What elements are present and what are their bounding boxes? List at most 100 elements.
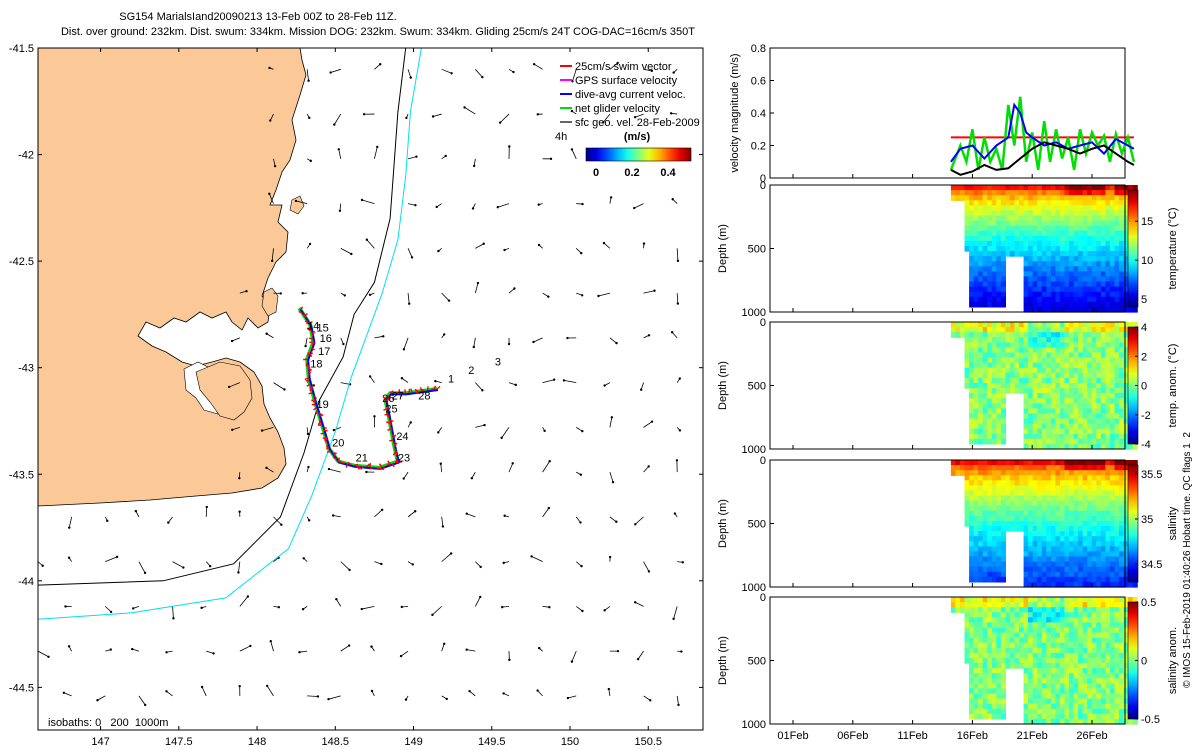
section-cell — [1100, 658, 1106, 664]
section-cell — [1059, 413, 1065, 420]
section-cell — [1082, 403, 1088, 409]
section-cell — [1069, 423, 1075, 430]
section-cell — [1032, 698, 1038, 705]
section-cell — [1023, 423, 1029, 430]
section-cell — [1064, 246, 1070, 252]
section-cell — [1046, 372, 1052, 379]
section-cell — [1032, 337, 1038, 343]
section-cell — [1082, 622, 1088, 629]
section-cell — [1059, 281, 1065, 288]
section-cell — [1105, 576, 1111, 583]
section-cell — [1100, 438, 1106, 445]
section-cell — [1028, 627, 1034, 634]
section-cell — [1082, 347, 1088, 354]
section-cell — [1014, 220, 1020, 227]
section-cell — [1010, 637, 1016, 644]
section-cell — [1069, 678, 1075, 684]
section-cell — [1046, 276, 1052, 283]
current-vector-head — [370, 689, 374, 693]
section-cell — [1000, 271, 1006, 278]
section-cell — [1069, 438, 1075, 445]
section-cell — [1078, 617, 1084, 623]
swim-vector — [356, 465, 361, 470]
section-cell — [1123, 261, 1129, 267]
x-tick-label: 150 — [561, 736, 579, 748]
section-cell — [1032, 485, 1038, 492]
section-cell — [1050, 301, 1056, 308]
section-cell — [1073, 647, 1079, 654]
section-cell — [1041, 266, 1047, 272]
section-cell — [1078, 571, 1084, 578]
current-vector — [469, 690, 476, 697]
section-cell — [1037, 546, 1043, 553]
section-cell — [960, 190, 966, 196]
section-cell — [1091, 286, 1097, 293]
section-cell — [1055, 622, 1061, 629]
section-cell — [1041, 673, 1047, 679]
section-cell — [1041, 521, 1047, 527]
section-cell — [1023, 515, 1029, 522]
section-cell — [1078, 460, 1084, 466]
section-cell — [1055, 698, 1061, 705]
section-cell — [1005, 377, 1011, 384]
section-cell — [1096, 190, 1102, 196]
section-cell — [1032, 510, 1038, 517]
section-cell — [1050, 541, 1056, 547]
section-cell — [1082, 230, 1088, 237]
section-cell — [1059, 632, 1065, 639]
section-cell — [991, 678, 997, 684]
section-cell — [1109, 443, 1115, 450]
section-cell — [1105, 581, 1111, 588]
section-cell — [1028, 286, 1034, 293]
section-cell — [1032, 571, 1038, 578]
section-cell — [1032, 266, 1038, 272]
section-cell — [1046, 617, 1052, 623]
section-cell — [1005, 480, 1011, 486]
section-cell — [1032, 683, 1038, 690]
section-cell — [1064, 551, 1070, 558]
current-vector-head — [647, 465, 650, 468]
current-vector-head — [143, 571, 147, 575]
section-cell — [1064, 642, 1070, 649]
section-cell — [1109, 652, 1115, 659]
section-cell — [978, 561, 984, 568]
section-cell — [1109, 352, 1115, 359]
section-cell — [1055, 460, 1061, 466]
section-cell — [1041, 398, 1047, 404]
section-cell — [1041, 230, 1047, 237]
section-cell — [969, 703, 975, 710]
section-cell — [1105, 246, 1111, 252]
section-cell — [1019, 185, 1025, 191]
section-cell — [969, 246, 975, 252]
section-cell — [969, 678, 975, 684]
section-cell — [1032, 556, 1038, 563]
section-cell — [1059, 566, 1065, 573]
swim-vector — [385, 398, 389, 403]
section-cell — [1073, 485, 1079, 492]
section-cell — [1123, 383, 1129, 389]
section-cell — [1037, 597, 1043, 603]
section-cell — [1082, 276, 1088, 283]
section-cell — [1096, 566, 1102, 573]
section-cell — [1114, 296, 1120, 303]
section-cell — [1096, 556, 1102, 563]
section-cell — [969, 683, 975, 690]
section-cell — [1064, 673, 1070, 679]
section-cell — [1091, 246, 1097, 252]
section-cell — [1032, 551, 1038, 558]
section-cell — [1037, 271, 1043, 278]
section-cell — [1123, 597, 1129, 603]
section-cell — [1105, 490, 1111, 497]
section-cell — [1078, 693, 1084, 700]
section-cell — [996, 668, 1002, 674]
section-cell — [1059, 576, 1065, 583]
section-cell — [991, 607, 997, 613]
section-cell — [1109, 428, 1115, 435]
section-cell — [987, 357, 993, 364]
section-cell — [1091, 195, 1097, 201]
peninsula-island — [195, 361, 253, 421]
section-cell — [1041, 418, 1047, 425]
section-cell — [1082, 423, 1088, 430]
current-vector-head — [238, 510, 241, 513]
section-cell — [964, 515, 970, 522]
